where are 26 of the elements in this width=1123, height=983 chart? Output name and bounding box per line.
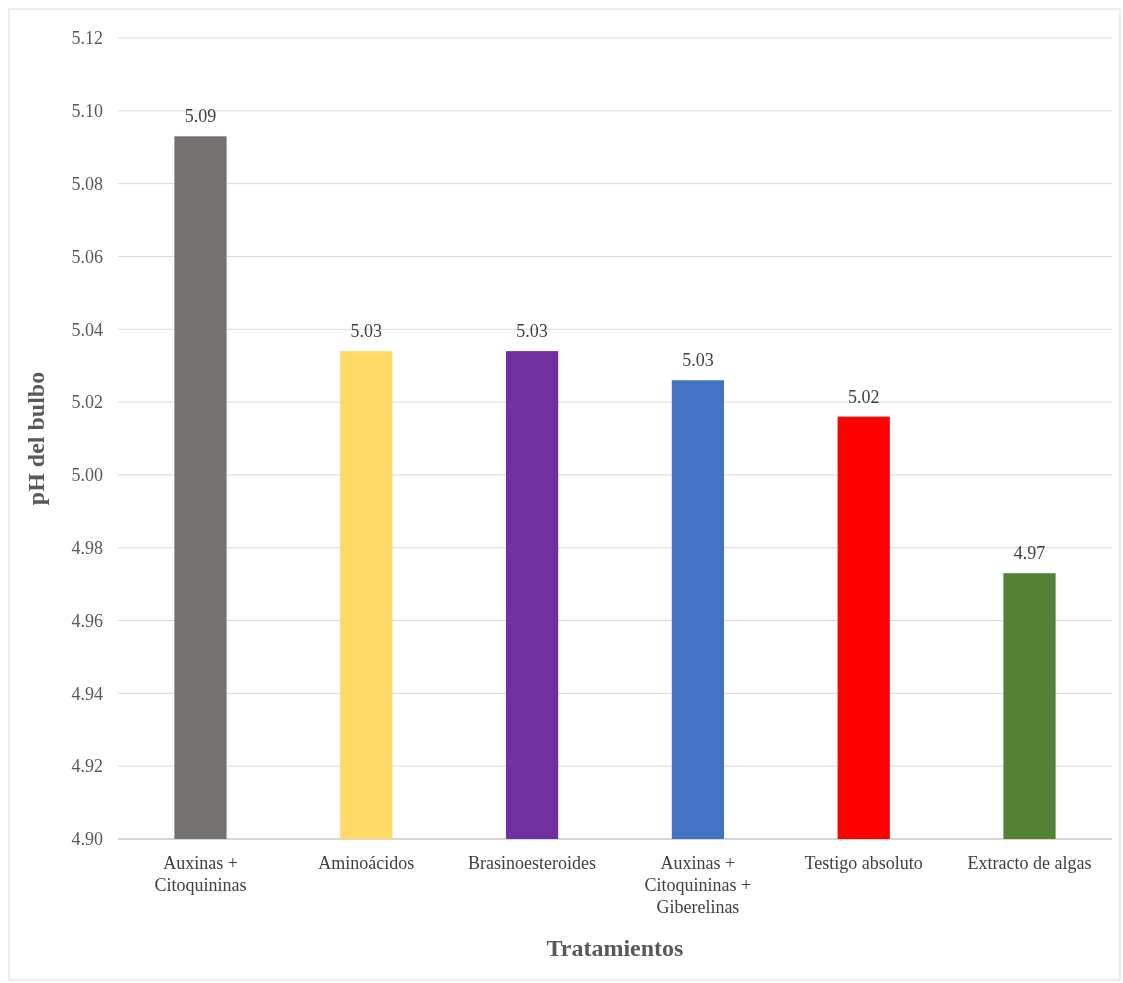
data-label: 5.02 bbox=[847, 386, 880, 407]
x-tick-label: Auxinas + Citoquininas bbox=[154, 853, 247, 895]
y-tick-label: 4.98 bbox=[71, 538, 103, 559]
data-label: 5.03 bbox=[516, 321, 548, 342]
y-tick-label: 5.02 bbox=[71, 392, 103, 413]
y-tick-label: 4.92 bbox=[71, 756, 103, 777]
x-axis-title: Tratamientos bbox=[546, 935, 684, 961]
y-tick-label: 5.06 bbox=[71, 246, 103, 267]
data-label: 5.03 bbox=[682, 350, 714, 371]
x-tick-label: Auxinas + Citoquininas + Giberelinas bbox=[644, 853, 752, 917]
x-tick-label: Testigo absoluto bbox=[804, 853, 923, 873]
data-label: 4.97 bbox=[1013, 543, 1046, 564]
y-tick-label: 4.90 bbox=[71, 829, 103, 850]
y-axis-title: pH del bulbo bbox=[23, 371, 49, 506]
data-label: 5.09 bbox=[184, 106, 217, 127]
y-tick-label: 4.96 bbox=[71, 610, 103, 631]
x-tick-label: Extracto de algas bbox=[967, 853, 1092, 873]
y-tick-label: 5.04 bbox=[71, 319, 103, 340]
y-tick-label: 5.12 bbox=[71, 28, 103, 49]
y-tick-label: 5.00 bbox=[71, 465, 103, 486]
y-tick-label: 5.08 bbox=[71, 173, 103, 194]
y-tick-label: 4.94 bbox=[71, 683, 103, 704]
x-tick-label: Brasinoesteroides bbox=[468, 853, 597, 873]
data-label: 5.03 bbox=[350, 321, 383, 342]
x-tick-label: Aminoácidos bbox=[318, 853, 415, 873]
y-tick-label: 5.10 bbox=[71, 101, 103, 122]
